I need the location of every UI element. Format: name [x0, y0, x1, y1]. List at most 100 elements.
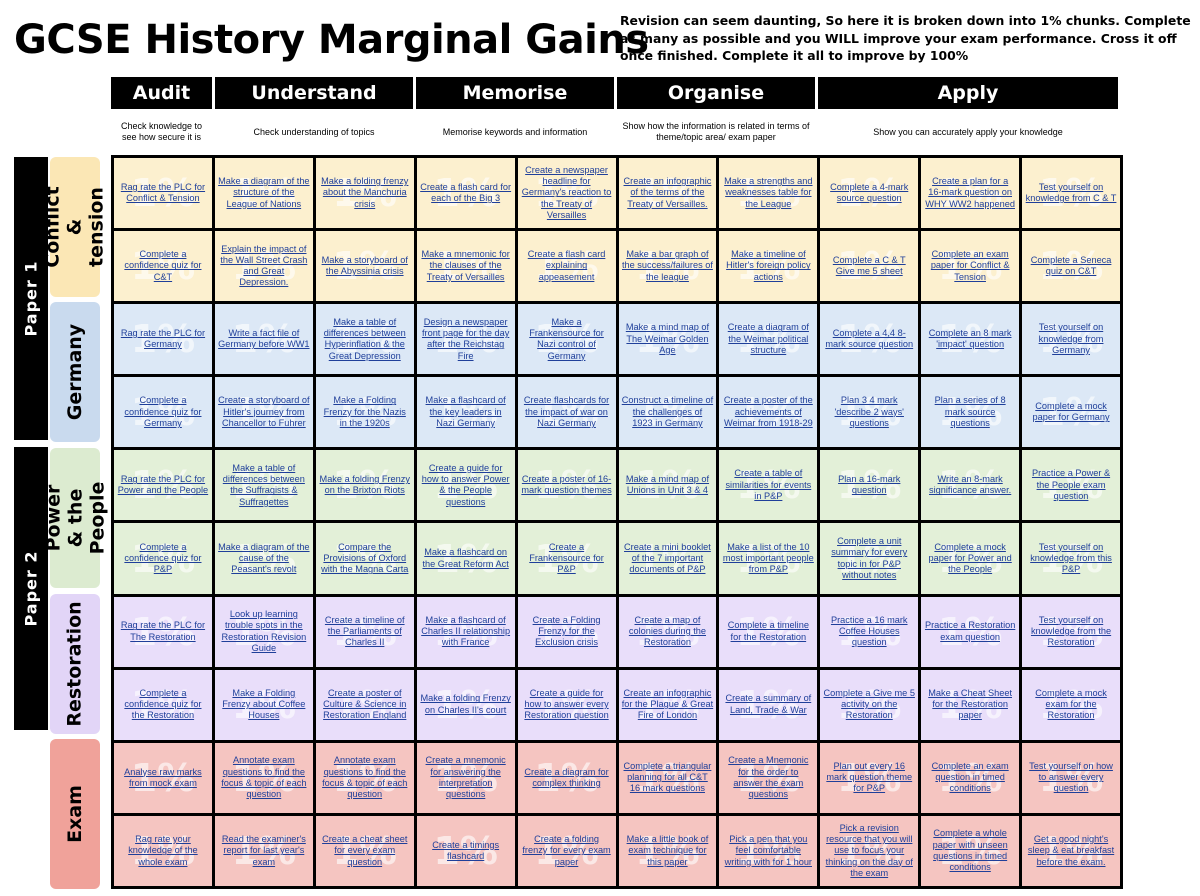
task-cell[interactable]: 1% Make a flashcard of Charles II relatio…	[416, 596, 515, 667]
task-cell[interactable]: 1% Create a Folding Frenzy for the Exclus…	[517, 596, 616, 667]
task-cell[interactable]: 1% Create a mnemonic for answering the in…	[416, 742, 515, 813]
task-cell[interactable]: 1% Plan a series of 8 mark source questio…	[921, 377, 1020, 448]
task-cell[interactable]: 1% Create a guide for how to answer every…	[517, 669, 616, 740]
task-cell[interactable]: 1% Design a newspaper front page for the …	[416, 304, 515, 375]
task-link[interactable]: Create a storyboard of Hitler's journey …	[218, 395, 310, 428]
task-cell[interactable]: 1% Complete a mock paper for Germany	[1022, 377, 1120, 448]
task-link[interactable]: Write a fact file of Germany before WW1	[218, 327, 310, 350]
task-cell[interactable]: 1% Create an infographic of the terms of …	[618, 158, 717, 229]
task-link[interactable]: Create a Frankensource for P&P	[529, 541, 604, 575]
task-link[interactable]: Analyse raw marks from mock exam	[124, 766, 202, 788]
task-cell[interactable]: 1% Read the examiner's report for last ye…	[214, 815, 313, 886]
task-link[interactable]: Create a table of similarities for event…	[725, 468, 812, 502]
task-link[interactable]: Pick a pen that you feel comfortable wri…	[724, 833, 812, 867]
task-cell[interactable]: 1% Make a diagram of the structure of the…	[214, 158, 313, 229]
task-link[interactable]: Create a timings flashcard	[432, 839, 500, 861]
task-link[interactable]: Practice a Restoration exam question	[924, 620, 1016, 642]
task-link[interactable]: Plan a series of 8 mark source questions	[934, 395, 1006, 428]
task-cell[interactable]: 1% Test yourself on knowledge from German…	[1022, 304, 1120, 375]
task-cell[interactable]: 1% Make a table of differences between Hy…	[315, 304, 414, 375]
task-cell[interactable]: 1% Test yourself on knowledge from this P…	[1022, 523, 1120, 594]
task-link[interactable]: Make a Folding Frenzy for the Nazis in t…	[323, 395, 406, 428]
task-cell[interactable]: 1% Create a folding frenzy for every exam…	[517, 815, 616, 886]
task-link[interactable]: Complete a mock paper for Germany	[1032, 401, 1110, 423]
task-cell[interactable]: 1% Test yourself on knowledge from the Re…	[1022, 596, 1120, 667]
task-cell[interactable]: 1% Complete a confidence quiz for the Res…	[114, 669, 212, 740]
task-cell[interactable]: 1% Make a little book of exam technique f…	[618, 815, 717, 886]
task-link[interactable]: Create a newspaper headline for Germany'…	[521, 164, 612, 220]
task-cell[interactable]: 1% Make a flashcard of the key leaders in…	[416, 377, 515, 448]
task-link[interactable]: Create a flash card explaining appeaseme…	[527, 249, 606, 282]
task-link[interactable]: Plan 3 4 mark 'describe 2 ways' question…	[834, 395, 904, 428]
task-cell[interactable]: 1% Make a folding frenzy about the Manchu…	[315, 158, 414, 229]
task-link[interactable]: Complete a 4-mark source question	[830, 181, 909, 204]
task-cell[interactable]: 1% Complete a confidence quiz for P&P	[114, 523, 212, 594]
task-link[interactable]: Practice a 16 mark Coffee Houses questio…	[830, 614, 908, 648]
task-link[interactable]: Create a mini booklet of the 7 important…	[624, 541, 711, 575]
task-link[interactable]: Construct a timeline of the challenges o…	[621, 395, 714, 428]
task-cell[interactable]: 1% Rag rate the PLC for Conflict & Tensio…	[114, 158, 212, 229]
task-link[interactable]: Complete a confidence quiz for P&P	[124, 541, 202, 575]
task-link[interactable]: Rag rate the PLC for The Restoration	[120, 620, 206, 642]
task-cell[interactable]: 1% Rag rate the PLC for Germany	[114, 304, 212, 375]
task-link[interactable]: Complete a unit summary for every topic …	[831, 535, 908, 580]
task-cell[interactable]: 1% Rag rate your knowledge of the whole e…	[114, 815, 212, 886]
task-cell[interactable]: 1% Create a guide for how to answer Power…	[416, 450, 515, 521]
task-link[interactable]: Complete a C & T Give me 5 sheet	[832, 254, 906, 277]
task-link[interactable]: Test yourself on knowledge from Germany	[1038, 322, 1104, 355]
task-link[interactable]: Create a poster of the achievements of W…	[723, 395, 813, 428]
task-cell[interactable]: 1% Make a folding Frenzy on Charles II's …	[416, 669, 515, 740]
task-cell[interactable]: 1% Create a flash card explaining appease…	[517, 231, 616, 302]
task-link[interactable]: Create a diagram of the Weimar political…	[727, 322, 809, 355]
task-cell[interactable]: 1% Plan 3 4 mark 'describe 2 ways' questi…	[820, 377, 919, 448]
task-link[interactable]: Complete an 8 mark 'impact' question	[928, 327, 1012, 350]
task-link[interactable]: Rag rate the PLC for Power and the Peopl…	[117, 474, 209, 496]
task-link[interactable]: Create a guide for how to answer every R…	[524, 687, 609, 721]
task-cell[interactable]: 1% Analyse raw marks from mock exam	[114, 742, 212, 813]
task-link[interactable]: Create an infographic of the terms of th…	[623, 176, 712, 209]
task-link[interactable]: Make a diagram of the structure of the L…	[218, 176, 310, 209]
task-link[interactable]: Get a good night's sleep & eat breakfast…	[1027, 833, 1115, 867]
task-cell[interactable]: 1% Complete an 8 mark 'impact' question	[921, 304, 1020, 375]
task-cell[interactable]: 1% Create a table of similarities for eve…	[719, 450, 818, 521]
task-link[interactable]: Test yourself on how to answer every que…	[1029, 760, 1113, 794]
task-link[interactable]: Create flashcards for the impact of war …	[523, 395, 610, 428]
task-link[interactable]: Make a folding Frenzy on Charles II's co…	[420, 693, 511, 715]
task-cell[interactable]: 1% Complete a Seneca quiz on C&T	[1022, 231, 1120, 302]
task-link[interactable]: Make a little book of exam technique for…	[626, 833, 709, 867]
task-link[interactable]: Create a flash card for each of the Big …	[420, 181, 512, 204]
task-cell[interactable]: 1% Rag rate the PLC for Power and the Peo…	[114, 450, 212, 521]
task-link[interactable]: Make a Folding Frenzy about Coffee House…	[222, 687, 306, 721]
task-cell[interactable]: 1% Make a diagram of the cause of the Pea…	[214, 523, 313, 594]
task-cell[interactable]: 1% Plan a 16-mark question	[820, 450, 919, 521]
task-cell[interactable]: 1% Complete a C & T Give me 5 sheet	[820, 231, 919, 302]
task-cell[interactable]: 1% Create a summary of Land, Trade & War	[719, 669, 818, 740]
task-link[interactable]: Test yourself on knowledge from this P&P	[1030, 541, 1112, 575]
task-cell[interactable]: 1% Explain the impact of the Wall Street …	[214, 231, 313, 302]
task-link[interactable]: Make a flashcard on the Great Reform Act	[422, 547, 509, 569]
task-cell[interactable]: 1% Create a timings flashcard	[416, 815, 515, 886]
task-link[interactable]: Look up learning trouble spots in the Re…	[221, 609, 307, 653]
task-link[interactable]: Rag rate the PLC for Conflict & Tension	[120, 181, 206, 204]
task-link[interactable]: Practice a Power & the People exam quest…	[1031, 468, 1111, 502]
task-cell[interactable]: 1% Compare the Provisions of Oxford with …	[315, 523, 414, 594]
task-cell[interactable]: 1% Create a Frankensource for P&P	[517, 523, 616, 594]
task-link[interactable]: Complete an exam paper for Conflict & Te…	[930, 249, 1010, 282]
task-cell[interactable]: 1% Make a list of the 10 most important p…	[719, 523, 818, 594]
task-link[interactable]: Complete a confidence quiz for Germany	[124, 395, 202, 428]
task-link[interactable]: Test yourself on knowledge from C & T	[1025, 181, 1117, 204]
task-link[interactable]: Complete a triangular planning for all C…	[623, 760, 712, 794]
task-cell[interactable]: 1% Practice a 16 mark Coffee Houses quest…	[820, 596, 919, 667]
task-link[interactable]: Complete a mock paper for Power and the …	[928, 541, 1012, 575]
task-cell[interactable]: 1% Create a diagram for complex thinking	[517, 742, 616, 813]
task-link[interactable]: Rag rate the PLC for Germany	[120, 327, 206, 350]
task-link[interactable]: Make a table of differences between Hype…	[323, 316, 406, 361]
task-cell[interactable]: 1% Look up learning trouble spots in the …	[214, 596, 313, 667]
task-link[interactable]: Read the examiner's report for last year…	[221, 833, 306, 867]
task-link[interactable]: Rag rate your knowledge of the whole exa…	[128, 833, 198, 867]
task-cell[interactable]: 1% Construct a timeline of the challenges…	[618, 377, 717, 448]
task-cell[interactable]: 1% Make a Folding Frenzy for the Nazis in…	[315, 377, 414, 448]
task-link[interactable]: Make a diagram of the cause of the Peasa…	[218, 541, 310, 575]
task-link[interactable]: Explain the impact of the Wall Street Cr…	[220, 243, 308, 288]
task-link[interactable]: Create a cheat sheet for every exam ques…	[322, 833, 408, 867]
